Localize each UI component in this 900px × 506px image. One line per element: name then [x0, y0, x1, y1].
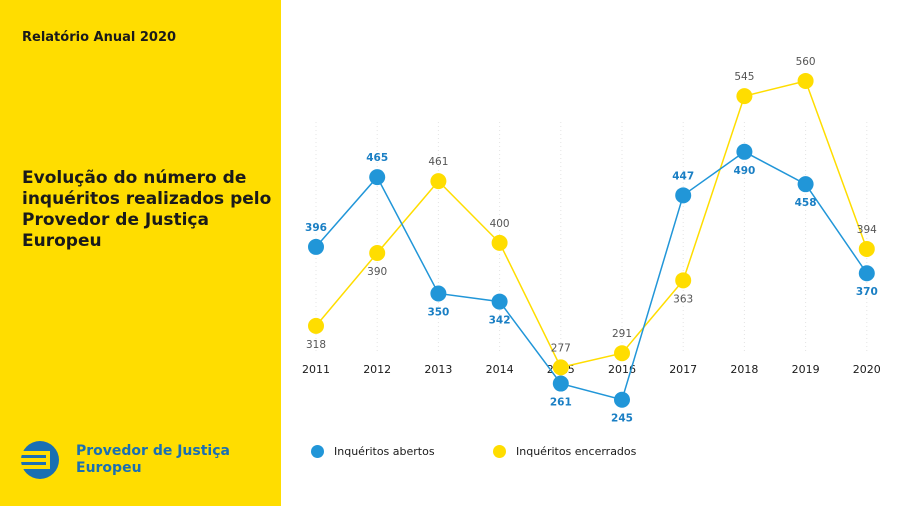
data-label-abertos: 261 [550, 397, 572, 409]
data-point-encerrados [675, 272, 692, 289]
data-label-abertos: 396 [305, 222, 327, 234]
data-point-abertos [552, 375, 569, 392]
x-tick-label: 2016 [608, 363, 636, 376]
data-point-encerrados [858, 240, 875, 257]
data-label-encerrados: 560 [796, 56, 816, 68]
data-point-abertos [430, 285, 447, 302]
series-line-abertos [315, 150, 868, 401]
data-point-encerrados [430, 173, 447, 190]
data-point-abertos [736, 143, 753, 160]
logo: Provedor de Justiça Europeu [20, 440, 230, 480]
data-point-encerrados [552, 359, 569, 376]
data-label-abertos: 447 [672, 170, 694, 182]
data-label-encerrados: 291 [612, 328, 632, 340]
x-tick-label: 2014 [486, 363, 514, 376]
data-point-encerrados [614, 345, 630, 362]
data-label-abertos: 245 [611, 413, 633, 425]
data-point-abertos [675, 187, 692, 204]
data-label-encerrados: 461 [428, 156, 448, 168]
data-point-encerrados [736, 88, 753, 105]
data-label-encerrados: 545 [734, 71, 754, 83]
legend-item-encerrados: Inquéritos encerrados [493, 445, 636, 458]
legend-item-abertos: Inquéritos abertos [311, 445, 435, 458]
data-point-abertos [308, 238, 324, 255]
data-label-abertos: 370 [856, 286, 878, 298]
data-label-encerrados: 394 [857, 224, 877, 236]
data-point-abertos [614, 391, 630, 408]
data-label-abertos: 350 [427, 306, 449, 318]
data-point-encerrados [491, 234, 508, 251]
data-label-abertos: 465 [366, 152, 388, 164]
data-point-encerrados [369, 245, 386, 261]
data-label-abertos: 490 [733, 165, 755, 177]
logo-line-1: Provedor de Justiça [76, 443, 230, 459]
data-point-abertos [858, 265, 875, 282]
sidebar-panel: Relatório Anual 2020 Evolução do número … [0, 0, 281, 506]
data-point-encerrados [308, 317, 324, 334]
legend-dot-encerrados [493, 445, 506, 458]
x-tick-label: 2013 [424, 363, 452, 376]
logo-line-2: Europeu [76, 460, 142, 476]
data-point-encerrados [797, 72, 814, 89]
legend-label-encerrados: Inquéritos encerrados [516, 445, 637, 458]
data-point-abertos [491, 293, 508, 310]
logo-text: Provedor de Justiça Europeu [76, 443, 230, 477]
data-label-encerrados: 363 [673, 293, 693, 305]
chart-area: 2011201220132014201520162017201820192020… [281, 0, 900, 506]
eu-ombudsman-logo-icon [20, 441, 59, 479]
x-tick-label: 2012 [363, 363, 391, 376]
data-label-abertos: 458 [795, 197, 817, 209]
data-point-abertos [797, 176, 814, 193]
line-chart: 2011201220132014201520162017201820192020… [302, 56, 881, 425]
series-line-encerrados [315, 80, 868, 369]
data-label-abertos: 342 [489, 315, 511, 327]
legend-dot-abertos [311, 445, 324, 458]
report-label: Relatório Anual 2020 [22, 30, 177, 45]
data-label-encerrados: 390 [367, 266, 387, 278]
data-label-encerrados: 277 [551, 342, 571, 354]
data-label-encerrados: 318 [306, 339, 326, 351]
x-tick-label: 2020 [853, 363, 881, 376]
x-tick-label: 2019 [792, 363, 820, 376]
chart-title: Evolução do número de inquéritos realiza… [22, 168, 272, 251]
x-tick-label: 2017 [669, 363, 697, 376]
data-label-encerrados: 400 [490, 218, 510, 230]
data-point-abertos [369, 169, 386, 186]
legend-label-abertos: Inquéritos abertos [334, 445, 435, 458]
x-tick-label: 2011 [302, 363, 330, 376]
x-tick-label: 2018 [730, 363, 758, 376]
